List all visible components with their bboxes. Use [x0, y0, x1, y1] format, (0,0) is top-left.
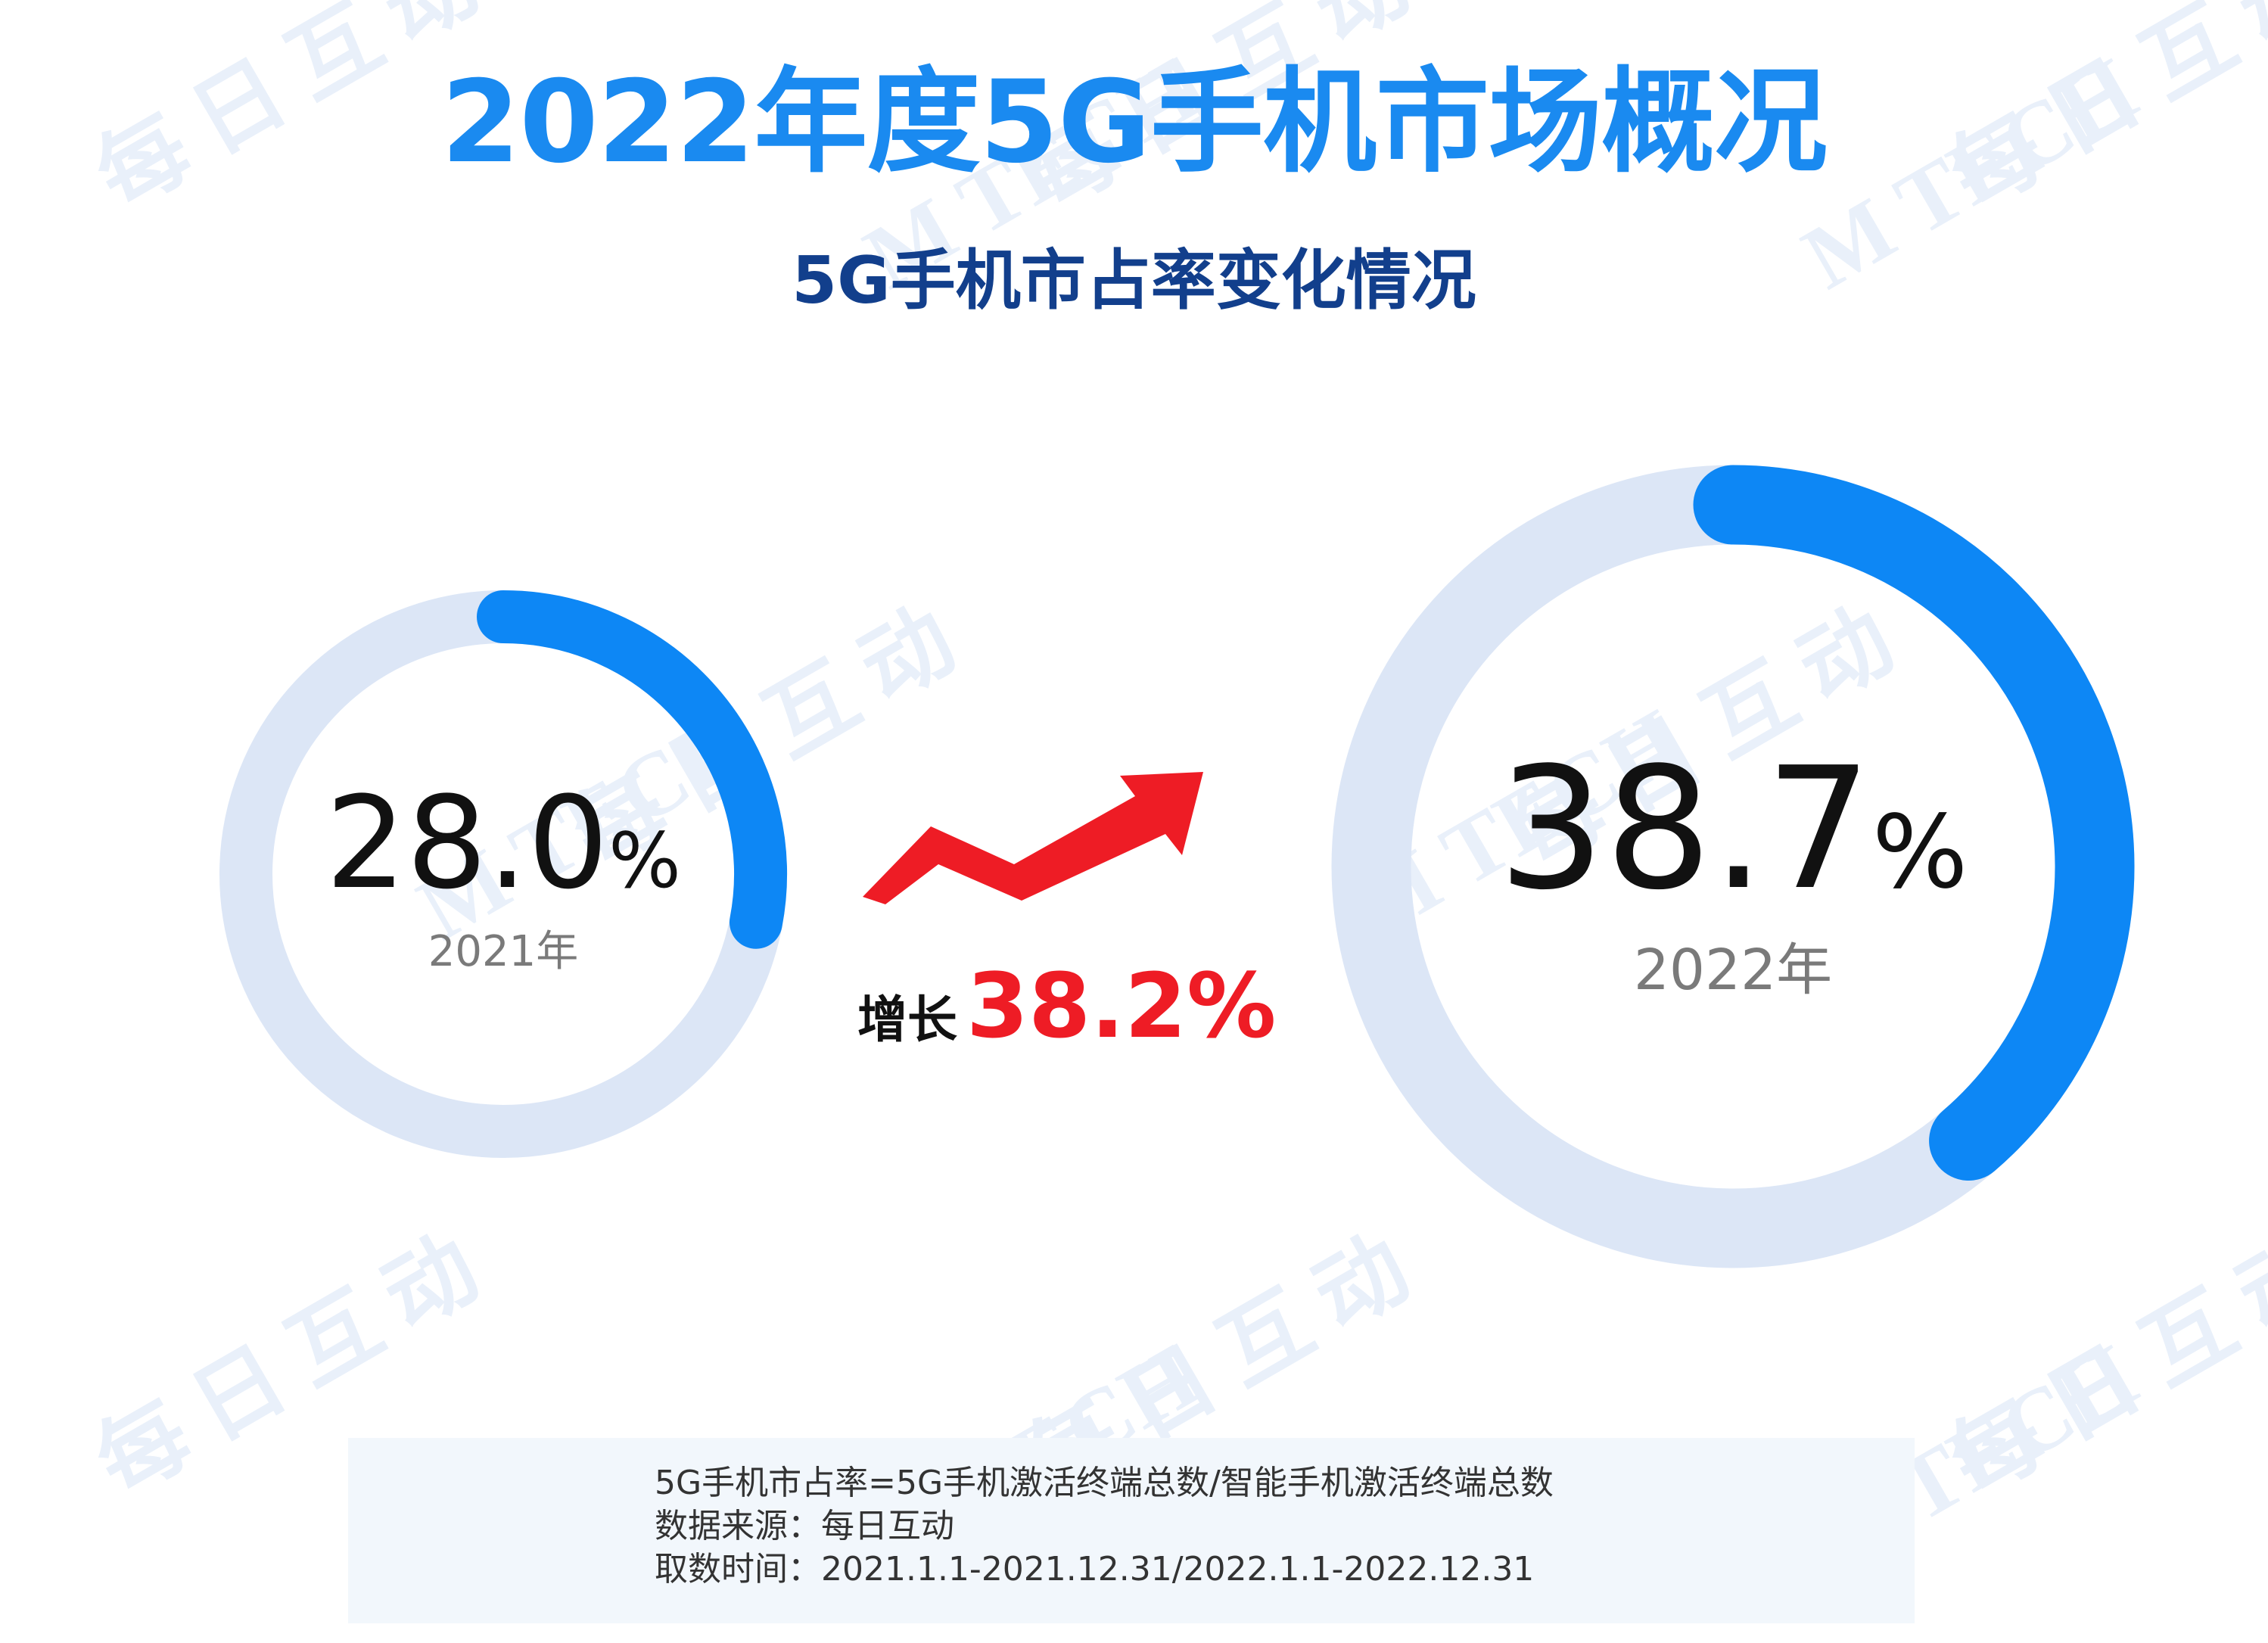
year-2022-label: 2022年 — [1633, 938, 1833, 1003]
share-2021-value: 28.0% — [276, 779, 730, 907]
year-2021-label: 2021年 — [428, 927, 579, 976]
growth-value: 38.2% — [966, 954, 1277, 1058]
ring-value-arc-1 — [1693, 465, 2135, 1181]
page-title: 2022年度5G手机市场概况 — [441, 57, 1828, 188]
footnote-definition: 5G手机市占率=5G手机激活终端总数/智能手机激活终端总数 — [655, 1464, 1554, 1502]
share-2021-unit: % — [608, 816, 681, 905]
footnote-period: 取数时间：2021.1.1-2021.12.31/2022.1.1-2022.1… — [655, 1550, 1535, 1589]
up-trend-arrow-icon — [863, 772, 1203, 904]
ring-value-arc-0 — [477, 590, 787, 949]
growth-callout: 增长 38.2% — [857, 961, 1276, 1050]
share-2022-unit: % — [1871, 794, 1968, 911]
up-trend-arrow-shape — [863, 772, 1203, 904]
growth-label: 增长 — [857, 991, 957, 1049]
footnote-box: 5G手机市占率=5G手机激活终端总数/智能手机激活终端总数 数据来源：每日互动 … — [348, 1438, 1915, 1623]
share-2022-value: 38.7% — [1392, 745, 2074, 913]
footnote-source: 数据来源：每日互动 — [655, 1507, 954, 1545]
share-2022-number: 38.7 — [1498, 732, 1872, 927]
chart-subtitle: 5G手机市占率变化情况 — [792, 243, 1476, 319]
share-2021-number: 28.0 — [325, 769, 609, 917]
